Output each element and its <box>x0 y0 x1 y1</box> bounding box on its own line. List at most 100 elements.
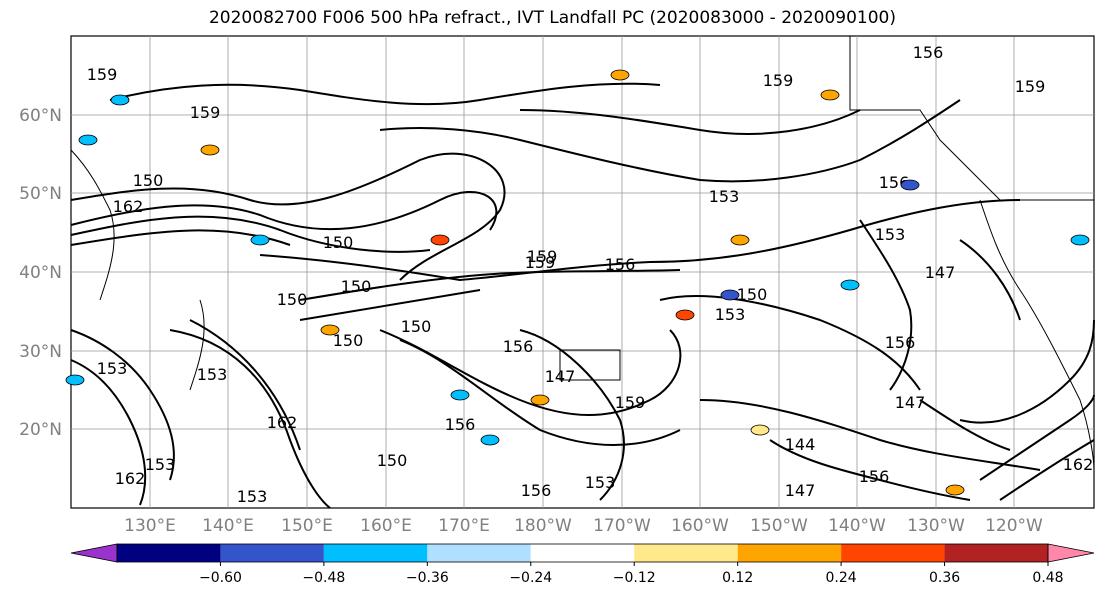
contour-label: 156 <box>913 43 944 62</box>
longitude-label: 150°W <box>750 516 808 536</box>
ivt-shaded-cell <box>840 279 860 291</box>
ivt-shaded-cell <box>610 69 630 81</box>
contour-label: 156 <box>503 337 534 356</box>
longitude-label: 120°W <box>985 516 1043 536</box>
ivt-shaded-cell <box>730 234 750 246</box>
ivt-shaded-cell <box>110 94 130 106</box>
ivt-shaded-cell <box>530 394 550 406</box>
contour-label: 150 <box>277 290 308 309</box>
ivt-shaded-cell <box>750 424 770 436</box>
contour-label: 153 <box>715 305 746 324</box>
longitude-label: 180°W <box>514 516 572 536</box>
contour-label: 159 <box>615 393 646 412</box>
colorbar-segment <box>220 544 324 562</box>
colorbar-tick-label: 0.12 <box>722 570 753 586</box>
colorbar-tick-label: −0.24 <box>509 570 552 586</box>
colorbar-segment <box>944 544 1048 562</box>
contour-label: 147 <box>545 367 576 386</box>
colorbar-tick-label: −0.12 <box>613 570 656 586</box>
longitude-label: 140°E <box>202 516 254 536</box>
map-title: 2020082700 F006 500 hPa refract., IVT La… <box>208 8 896 28</box>
latitude-label: 30°N <box>19 342 62 362</box>
contour-label: 159 <box>525 253 556 272</box>
contour-label: 147 <box>785 481 816 500</box>
colorbar-tick-label: 0.48 <box>1032 570 1063 586</box>
ivt-shaded-cell <box>320 324 340 336</box>
latitude-label: 20°N <box>19 420 62 440</box>
colorbar-segment <box>117 544 221 562</box>
latitude-label: 60°N <box>19 106 62 126</box>
ivt-shaded-cell <box>675 309 695 321</box>
longitude-label: 130°W <box>907 516 965 536</box>
ivt-shaded-cell <box>720 289 740 301</box>
colorbar-tick-label: −0.60 <box>199 570 242 586</box>
coastlines <box>70 35 1095 471</box>
latitude-label: 40°N <box>19 263 62 283</box>
colorbar-segment <box>427 544 531 562</box>
longitude-label: 160°E <box>360 516 412 536</box>
contour-label: 159 <box>1015 77 1046 96</box>
contour-label: 153 <box>197 365 228 384</box>
contour-label: 159 <box>527 247 558 266</box>
map-panel: 1591591591561561591501621531531501501501… <box>65 35 1095 509</box>
contour-label: 156 <box>885 333 916 352</box>
ivt-shaded-cell <box>200 144 220 156</box>
colorbar-segment <box>634 544 738 562</box>
contour-label: 150 <box>737 285 768 304</box>
ivt-shaded-cell <box>820 89 840 101</box>
colorbar-lower-extend <box>70 543 118 563</box>
longitude-label: 130°E <box>124 516 176 536</box>
longitude-label: 160°W <box>671 516 729 536</box>
longitude-label: 150°E <box>281 516 333 536</box>
graticule <box>71 36 1094 508</box>
ivt-shaded-cell <box>1070 234 1090 246</box>
contour-label: 153 <box>97 359 128 378</box>
longitude-label: 170°E <box>438 516 490 536</box>
ivt-shading <box>65 69 1090 496</box>
longitude-axis: 130°E 140°E 150°E 160°E 170°E 180°W 170°W 160°W… <box>124 516 1043 536</box>
colorbar-segment <box>323 544 428 562</box>
contour-label: 153 <box>145 455 176 474</box>
contour-label: 150 <box>341 277 372 296</box>
ivt-shaded-cell <box>945 484 965 496</box>
contour-label: 150 <box>323 233 354 252</box>
colorbar-tick-label: −0.36 <box>406 570 449 586</box>
contour-label: 144 <box>785 435 816 454</box>
refractivity-contours <box>70 82 1095 509</box>
contour-label: 150 <box>133 171 164 190</box>
ivt-shaded-cell <box>450 389 470 401</box>
contour-label: 153 <box>237 487 268 506</box>
contour-label: 162 <box>1063 455 1094 474</box>
contour-label: 153 <box>875 225 906 244</box>
contour-label: 150 <box>377 451 408 470</box>
contour-label-group: 1591591591561561591501621531531501501501… <box>87 43 1094 506</box>
contour-label: 156 <box>445 415 476 434</box>
contour-label: 159 <box>190 103 221 122</box>
contour-label: 153 <box>585 473 616 492</box>
colorbar-segment <box>841 544 945 562</box>
contour-label: 162 <box>115 469 146 488</box>
ivt-shaded-cell <box>250 234 270 246</box>
contour-label: 156 <box>605 255 636 274</box>
latitude-axis: 60°N 50°N 40°N 30°N 20°N <box>19 106 62 440</box>
ivt-shaded-cell <box>78 134 98 146</box>
ivt-shaded-cell <box>65 374 85 386</box>
colorbar-tick-label: −0.48 <box>302 570 345 586</box>
contour-label: 156 <box>521 481 552 500</box>
contour-label: 162 <box>267 413 298 432</box>
colorbar-segment <box>530 544 635 562</box>
contour-label: 156 <box>859 467 890 486</box>
contour-label: 150 <box>401 317 432 336</box>
ivt-shaded-cell <box>430 234 450 246</box>
contour-label: 159 <box>87 65 118 84</box>
colorbar-tick-label: 0.36 <box>929 570 960 586</box>
colorbar-frame <box>116 543 1049 563</box>
ivt-shaded-cell <box>900 179 920 191</box>
longitude-label: 140°W <box>828 516 886 536</box>
colorbar-segment <box>737 544 842 562</box>
latitude-label: 50°N <box>19 184 62 204</box>
contour-label: 147 <box>925 263 956 282</box>
ivt-shaded-cell <box>480 434 500 446</box>
colorbar: −0.60 −0.48 −0.36 −0.24 −0.12 0.12 0.24 0.36 0.4… <box>70 543 1095 586</box>
